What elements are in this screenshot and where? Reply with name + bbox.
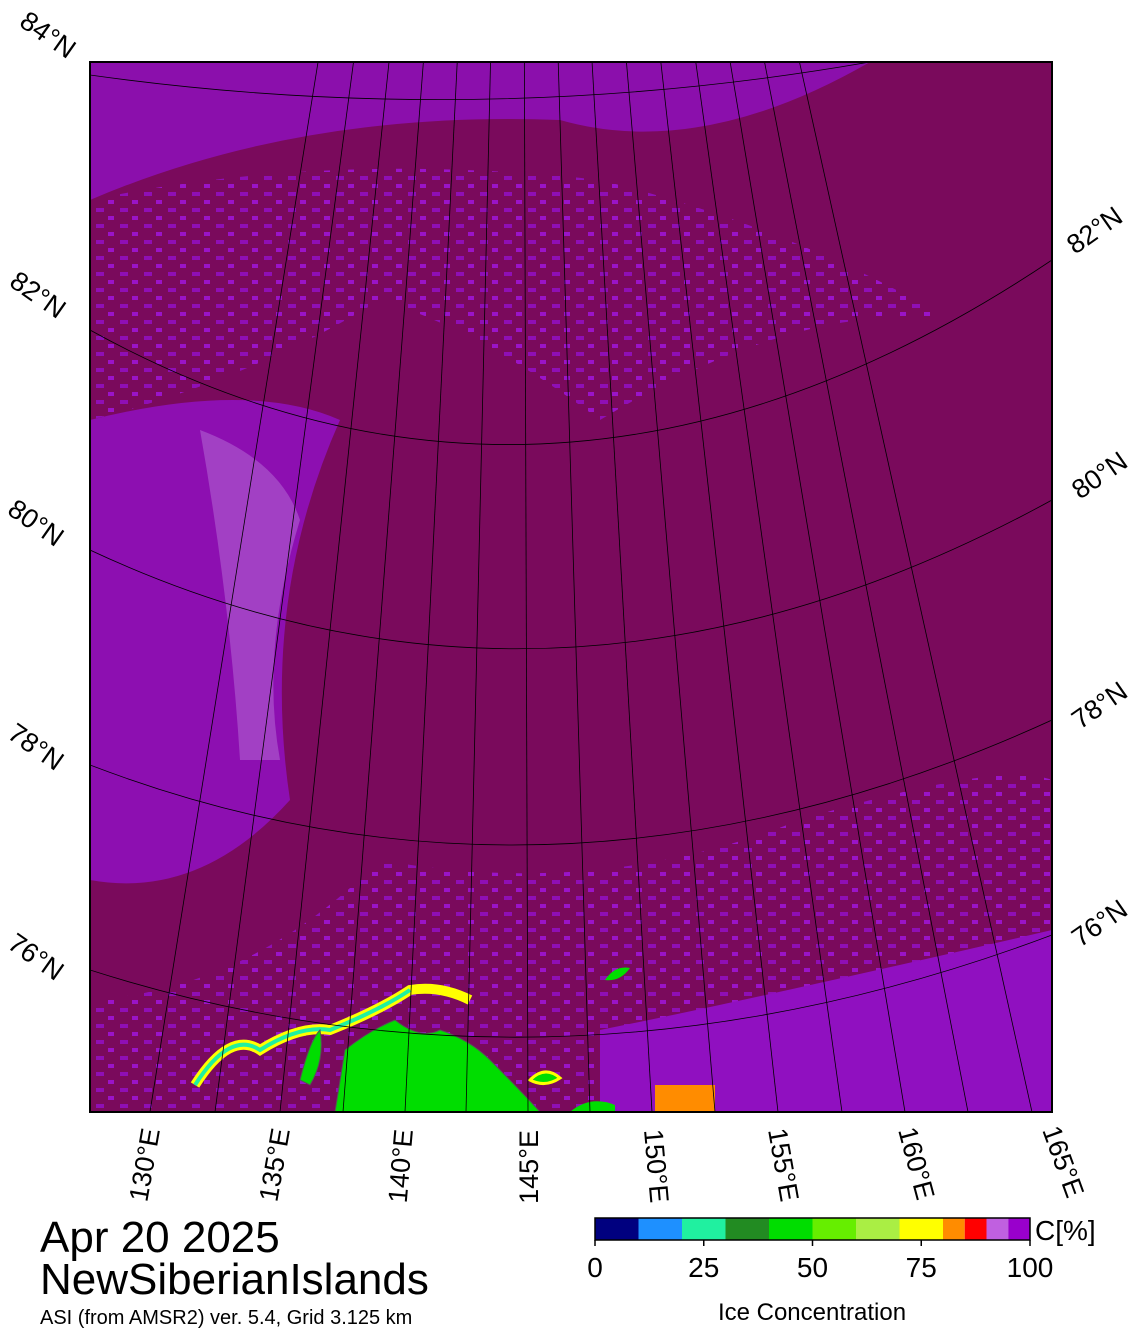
caption: ASI (from AMSR2) ver. 5.4, Grid 3.125 km [40, 1307, 412, 1329]
colorbar-tick-label: 100 [1007, 1252, 1054, 1283]
region: NewSiberianIslands [40, 1255, 429, 1304]
ice-patch [200, 430, 300, 760]
ice-patch [90, 168, 950, 420]
graticule [90, 62, 1052, 1112]
lon-label: 130°E [124, 1126, 166, 1204]
colorbar-bin [725, 1218, 769, 1240]
colorbar-bin [812, 1218, 856, 1240]
colorbar-tick-label: 25 [688, 1252, 719, 1283]
land [334, 1019, 541, 1112]
colorbar-bin [943, 1218, 965, 1240]
ice-edge [193, 988, 412, 1087]
ice-patch [600, 930, 1052, 1112]
colorbar-bin [638, 1218, 682, 1240]
colorbar-bin [1008, 1218, 1030, 1240]
lat-labels-right: 82°N 80°N 78°N 76°N [1061, 201, 1133, 953]
lon-label: 145°E [514, 1130, 544, 1204]
lat-label: 84°N [15, 5, 82, 64]
colorbar-bin [899, 1218, 943, 1240]
lat-label: 78°N [1066, 676, 1133, 735]
map-frame [89, 61, 1053, 1113]
colorbar-bin [986, 1218, 1009, 1240]
colorbar-tick-label: 50 [797, 1252, 828, 1283]
lat-label: 76°N [1066, 894, 1133, 953]
colorbar-tick-label: 0 [587, 1252, 603, 1283]
lon-label: 160°E [892, 1124, 940, 1203]
colorbar-bin [964, 1218, 987, 1240]
lat-label: 76°N [3, 927, 70, 986]
colorbar-tick-label: 75 [906, 1252, 937, 1283]
colorbar-bin [682, 1218, 726, 1240]
lat-label: 78°N [3, 717, 70, 776]
land [570, 1101, 615, 1112]
land [299, 1028, 322, 1086]
lon-label: 135°E [254, 1126, 296, 1204]
map-area [90, 62, 1052, 1112]
land [605, 967, 630, 981]
colorbar-bin [595, 1218, 639, 1240]
lon-label: 150°E [638, 1128, 674, 1204]
lat-label: 82°N [1061, 201, 1128, 260]
lon-label: 155°E [762, 1126, 804, 1204]
lon-label: 140°E [383, 1128, 419, 1204]
lat-label: 82°N [5, 265, 72, 324]
colorbar-unit: C[%] [1035, 1215, 1096, 1246]
colorbar-bin [856, 1218, 900, 1240]
ice-patch [655, 1085, 715, 1112]
ice-patch [90, 62, 870, 200]
land [527, 1070, 563, 1085]
lon-labels: 130°E 135°E 140°E 145°E 150°E 155°E 160°… [124, 1122, 1090, 1204]
date: Apr 20 2025 [40, 1213, 280, 1262]
colorbar-bin [769, 1218, 813, 1240]
colorbar: 0 25 50 75 100 [587, 1217, 1054, 1283]
lat-label: 80°N [1066, 446, 1133, 505]
colorbar-label: Ice Concentration [718, 1299, 906, 1326]
lat-labels-left: 84°N 82°N 80°N 78°N 76°N [3, 5, 82, 986]
lon-label: 165°E [1036, 1122, 1089, 1202]
lat-label: 80°N [3, 493, 70, 552]
